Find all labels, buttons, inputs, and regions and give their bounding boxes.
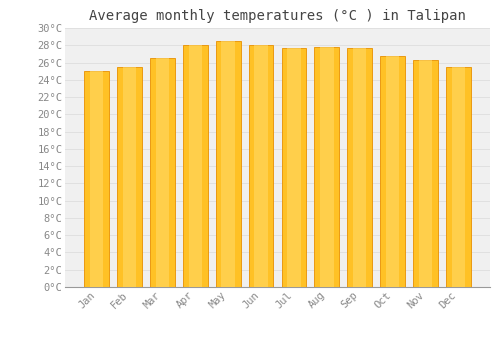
Bar bbox=[117, 67, 142, 287]
Bar bbox=[320, 47, 334, 287]
Bar bbox=[348, 48, 372, 287]
Bar bbox=[282, 48, 306, 287]
Bar bbox=[188, 45, 202, 287]
Bar bbox=[254, 45, 268, 287]
Bar bbox=[353, 48, 366, 287]
Bar bbox=[386, 56, 400, 287]
Bar bbox=[287, 48, 300, 287]
Bar bbox=[90, 71, 104, 287]
Bar bbox=[314, 47, 339, 287]
Title: Average monthly temperatures (°C ) in Talipan: Average monthly temperatures (°C ) in Ta… bbox=[89, 9, 466, 23]
Bar bbox=[156, 58, 169, 287]
Bar bbox=[222, 41, 235, 287]
Bar bbox=[452, 67, 465, 287]
Bar bbox=[183, 45, 208, 287]
Bar bbox=[446, 67, 470, 287]
Bar bbox=[150, 58, 174, 287]
Bar bbox=[413, 60, 438, 287]
Bar bbox=[418, 60, 432, 287]
Bar bbox=[380, 56, 405, 287]
Bar bbox=[248, 45, 274, 287]
Bar bbox=[122, 67, 136, 287]
Bar bbox=[84, 71, 109, 287]
Bar bbox=[216, 41, 240, 287]
